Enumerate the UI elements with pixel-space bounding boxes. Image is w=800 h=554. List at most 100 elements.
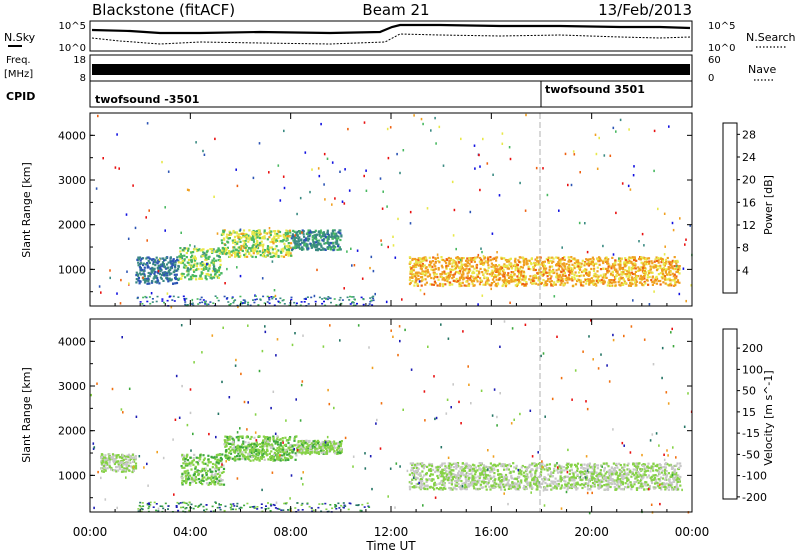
echo-cell xyxy=(192,457,195,460)
echo-cell xyxy=(287,446,290,449)
scatter-echo xyxy=(323,183,325,186)
echo-cell xyxy=(494,257,498,260)
echo-cell xyxy=(318,242,321,245)
near-range-echo xyxy=(166,299,169,302)
echo-cell xyxy=(483,261,486,265)
near-range-echo xyxy=(249,304,252,307)
echo-cell xyxy=(447,256,450,260)
scatter-echo xyxy=(203,153,206,156)
echo-cell xyxy=(537,283,540,286)
echo-cell xyxy=(580,270,584,274)
echo-cell xyxy=(152,277,155,280)
echo-cell xyxy=(108,453,111,456)
echo-cell xyxy=(506,260,509,263)
echo-cell xyxy=(224,435,227,438)
echo-cell xyxy=(419,257,422,260)
scatter-echo xyxy=(109,269,111,272)
scatter-echo xyxy=(370,255,373,259)
echo-cell xyxy=(428,256,431,259)
echo-cell xyxy=(498,264,501,267)
echo-cell xyxy=(282,235,285,238)
echo-cell xyxy=(550,284,553,287)
echo-cell xyxy=(640,256,643,259)
echo-cell xyxy=(554,485,557,488)
echo-cell xyxy=(654,276,657,279)
echo-cell xyxy=(547,261,551,264)
echo-cell xyxy=(141,257,145,260)
echo-cell xyxy=(441,462,444,465)
scatter-echo xyxy=(380,243,383,246)
echo-cell xyxy=(211,259,214,262)
echo-cell xyxy=(465,284,468,287)
echo-cell xyxy=(422,273,425,276)
echo-cell xyxy=(266,238,269,241)
scatter-echo xyxy=(435,142,437,145)
echo-cell xyxy=(291,233,294,236)
echo-cell xyxy=(277,236,280,239)
echo-cell xyxy=(416,282,419,286)
echo-cell xyxy=(217,459,220,462)
echo-cell xyxy=(214,475,217,478)
echo-cell xyxy=(586,273,589,276)
echo-cell xyxy=(445,266,448,269)
near-range-echo xyxy=(243,302,246,304)
echo-cell xyxy=(561,273,564,276)
echo-cell xyxy=(451,488,454,491)
echo-cell xyxy=(291,451,294,454)
echo-cell xyxy=(309,242,312,245)
echo-cell xyxy=(675,483,679,486)
echo-cell xyxy=(602,261,605,265)
echo-cell xyxy=(223,439,226,442)
scatter-echo xyxy=(277,230,280,234)
echo-cell xyxy=(281,437,284,440)
echo-cell xyxy=(294,245,297,248)
echo-cell xyxy=(675,471,678,475)
echo-cell xyxy=(138,282,141,285)
echo-cell xyxy=(592,282,595,285)
echo-cell xyxy=(651,467,654,470)
scatter-echo xyxy=(618,257,620,260)
scatter-echo xyxy=(350,247,352,250)
echo-cell xyxy=(309,231,312,234)
echo-cell xyxy=(211,466,214,469)
echo-cell xyxy=(205,257,208,260)
echo-cell xyxy=(481,271,484,274)
scatter-echo xyxy=(682,267,685,270)
echo-cell xyxy=(195,461,198,464)
echo-cell xyxy=(276,438,279,441)
echo-cell xyxy=(450,479,453,482)
echo-cell xyxy=(245,245,248,248)
echo-cell xyxy=(289,246,292,249)
echo-cell xyxy=(513,273,516,276)
echo-cell xyxy=(196,262,199,265)
echo-cell xyxy=(457,482,460,486)
echo-cell xyxy=(337,447,340,450)
echo-cell xyxy=(522,270,525,273)
echo-cell xyxy=(502,280,505,284)
echo-cell xyxy=(611,284,614,287)
echo-cell xyxy=(416,477,419,480)
echo-cell xyxy=(419,267,422,270)
near-range-echo xyxy=(372,299,375,302)
echo-cell xyxy=(315,234,318,237)
echo-cell xyxy=(300,452,304,455)
echo-cell xyxy=(224,443,228,446)
echo-cell xyxy=(598,279,601,282)
echo-cell xyxy=(309,233,312,236)
echo-cell xyxy=(524,466,527,469)
echo-cell xyxy=(444,465,447,468)
scatter-echo xyxy=(189,244,191,247)
echo-cell xyxy=(127,464,130,467)
echo-cell xyxy=(475,276,478,279)
scatter-echo xyxy=(678,292,681,296)
echo-cell xyxy=(315,238,318,241)
echo-cell xyxy=(626,270,629,273)
echo-cell xyxy=(214,250,217,253)
echo-cell xyxy=(281,454,284,457)
echo-cell xyxy=(653,264,656,267)
echo-cell xyxy=(633,481,636,484)
echo-cell xyxy=(218,459,221,462)
echo-cell xyxy=(659,272,662,275)
